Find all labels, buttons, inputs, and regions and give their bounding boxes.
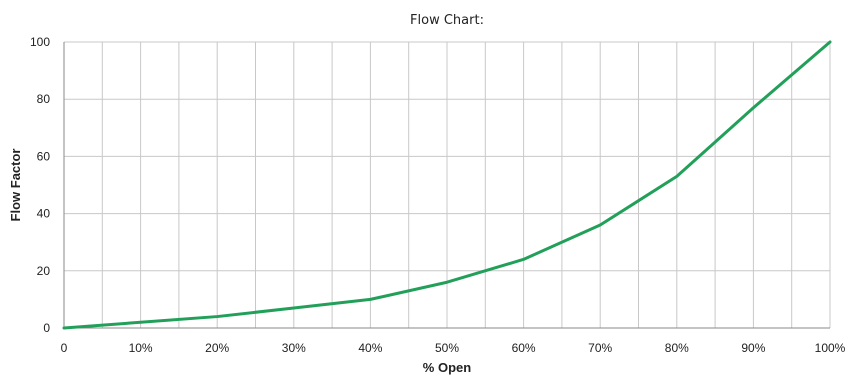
x-axis-label: % Open	[423, 360, 471, 375]
x-tick-label: 30%	[282, 341, 306, 355]
y-tick-label: 0	[43, 321, 50, 335]
x-tick-label: 20%	[205, 341, 229, 355]
axes	[63, 42, 830, 329]
x-tick-label: 100%	[815, 341, 846, 355]
series-layer	[62, 40, 832, 330]
series-line	[62, 40, 832, 330]
x-tick-label: 0	[61, 341, 68, 355]
y-axis-label: Flow Factor	[8, 149, 23, 222]
y-tick-label: 60	[37, 149, 51, 163]
chart-title: Flow Chart:	[410, 13, 484, 28]
y-tick-label: 100	[30, 35, 50, 49]
tick-labels: 0 10% 20% 30% 40% 50% 60% 70% 80% 90% 100% 0 20 40 60 8…	[30, 35, 846, 355]
grid	[63, 41, 831, 329]
y-tick-label: 20	[37, 264, 51, 278]
x-tick-label: 90%	[741, 341, 765, 355]
x-tick-label: 40%	[358, 341, 382, 355]
y-tick-label: 40	[37, 207, 51, 221]
x-tick-label: 10%	[129, 341, 153, 355]
x-tick-label: 50%	[435, 341, 459, 355]
x-tick-label: 80%	[665, 341, 689, 355]
y-tick-label: 80	[37, 92, 51, 106]
x-tick-label: 70%	[588, 341, 612, 355]
x-tick-label: 60%	[512, 341, 536, 355]
